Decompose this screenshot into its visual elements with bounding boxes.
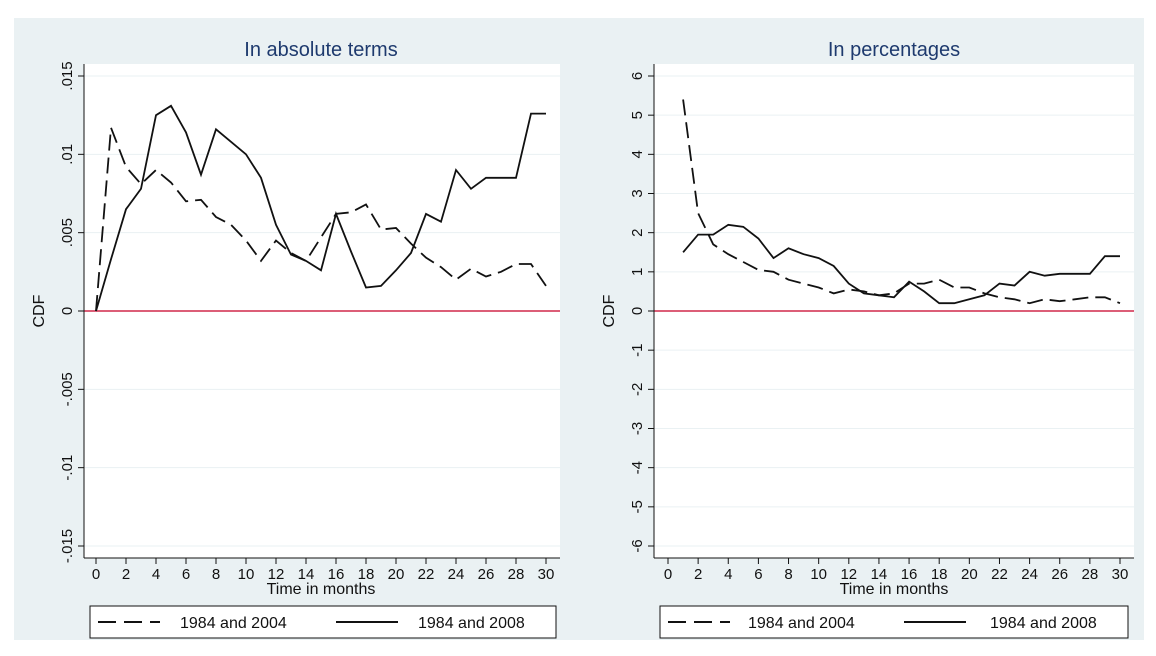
x-tick-label: 14 <box>298 566 315 583</box>
y-tick-label: 4 <box>629 150 646 158</box>
x-tick-label: 30 <box>538 566 555 583</box>
y-tick-label: -.015 <box>59 529 76 563</box>
x-tick-label: 26 <box>1051 566 1068 583</box>
x-tick-label: 28 <box>508 566 525 583</box>
y-tick-label: .01 <box>59 144 76 165</box>
y-tick-label: 0 <box>629 307 646 315</box>
series-layer <box>682 99 1121 305</box>
y-tick-label: -.005 <box>59 372 76 406</box>
x-tick-label: 24 <box>448 566 465 583</box>
x-tick-label: 10 <box>238 566 255 583</box>
series-line-dashed <box>95 127 547 312</box>
series-line-solid <box>95 104 546 312</box>
x-tick-label: 20 <box>961 566 978 583</box>
legend-label-2008: 1984 and 2008 <box>418 615 525 632</box>
y-tick-label: -5 <box>629 500 646 513</box>
y-tick-label: 0 <box>59 307 76 315</box>
x-tick-label: 4 <box>724 566 732 583</box>
legend: 1984 and 2004 1984 and 2008 <box>659 605 1129 639</box>
x-tick-label: 0 <box>664 566 672 583</box>
x-tick-label: 12 <box>840 566 857 583</box>
y-tick-label: .015 <box>59 61 76 90</box>
chart-title: In absolute terms <box>244 39 397 61</box>
y-tick-label: 5 <box>629 111 646 119</box>
y-tick-label: -6 <box>629 539 646 552</box>
y-tick-label: 1 <box>629 268 646 276</box>
x-axis: 0 2 4 6 8 10 12 14 16 18 20 22 24 26 28 30 <box>654 557 1134 583</box>
x-tick-label: 20 <box>388 566 405 583</box>
y-tick-label: -2 <box>629 383 646 396</box>
x-tick-label: 22 <box>418 566 435 583</box>
y-tick-label: -1 <box>629 343 646 356</box>
x-tick-label: 12 <box>268 566 285 583</box>
x-tick-label: 16 <box>328 566 345 583</box>
x-tick-label: 14 <box>871 566 888 583</box>
x-tick-label: 24 <box>1021 566 1038 583</box>
series-line-solid <box>682 223 1120 305</box>
x-tick-label: 22 <box>991 566 1008 583</box>
legend-box <box>89 605 557 639</box>
x-tick-label: 8 <box>784 566 792 583</box>
x-axis-label: Time in months <box>840 581 949 598</box>
legend: 1984 and 2004 1984 and 2008 <box>89 605 557 639</box>
y-tick-label: 3 <box>629 189 646 197</box>
x-tick-label: 6 <box>182 566 190 583</box>
legend-label-2004: 1984 and 2004 <box>748 615 855 632</box>
x-tick-label: 2 <box>694 566 702 583</box>
x-tick-label: 30 <box>1112 566 1129 583</box>
y-tick-label: -3 <box>629 422 646 435</box>
x-tick-label: 0 <box>92 566 100 583</box>
y-axis: -.015 -.01 -.005 0 .005 .01 .015 <box>59 61 85 563</box>
x-tick-label: 18 <box>358 566 375 583</box>
x-tick-label: 28 <box>1082 566 1099 583</box>
x-tick-label: 8 <box>212 566 220 583</box>
y-tick-label: 6 <box>629 72 646 80</box>
chart-panel-absolute: In absolute terms -.015 -.01 -.005 0 .005 .01… <box>31 39 560 639</box>
x-axis-label: Time in months <box>267 581 376 598</box>
x-tick-label: 6 <box>754 566 762 583</box>
y-tick-label: -.01 <box>59 455 76 481</box>
y-axis-label: CDF <box>31 294 48 327</box>
y-axis: -6 -5 -4 -3 -2 -1 0 1 2 3 4 5 6 <box>629 64 655 558</box>
legend-label-2004: 1984 and 2004 <box>180 615 287 632</box>
x-axis: 0 2 4 6 8 10 12 14 16 18 20 22 24 26 28 30 <box>84 557 560 583</box>
x-tick-label: 4 <box>152 566 160 583</box>
legend-box <box>659 605 1129 639</box>
y-tick-label: -4 <box>629 461 646 474</box>
x-tick-label: 16 <box>901 566 918 583</box>
x-tick-label: 2 <box>122 566 130 583</box>
x-tick-label: 18 <box>931 566 948 583</box>
y-tick-label: .005 <box>59 218 76 247</box>
y-axis-label: CDF <box>601 294 618 327</box>
x-tick-label: 10 <box>810 566 827 583</box>
chart-title: In percentages <box>828 39 960 61</box>
y-tick-label: 2 <box>629 228 646 236</box>
x-tick-label: 26 <box>478 566 495 583</box>
series-layer <box>95 104 547 312</box>
legend-label-2008: 1984 and 2008 <box>990 615 1097 632</box>
